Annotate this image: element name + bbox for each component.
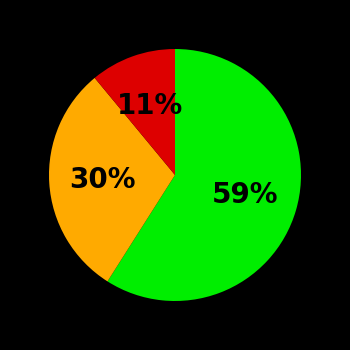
Wedge shape	[95, 49, 175, 175]
Wedge shape	[49, 78, 175, 281]
Wedge shape	[107, 49, 301, 301]
Text: 30%: 30%	[69, 166, 135, 194]
Text: 11%: 11%	[117, 92, 183, 120]
Text: 59%: 59%	[212, 181, 279, 209]
